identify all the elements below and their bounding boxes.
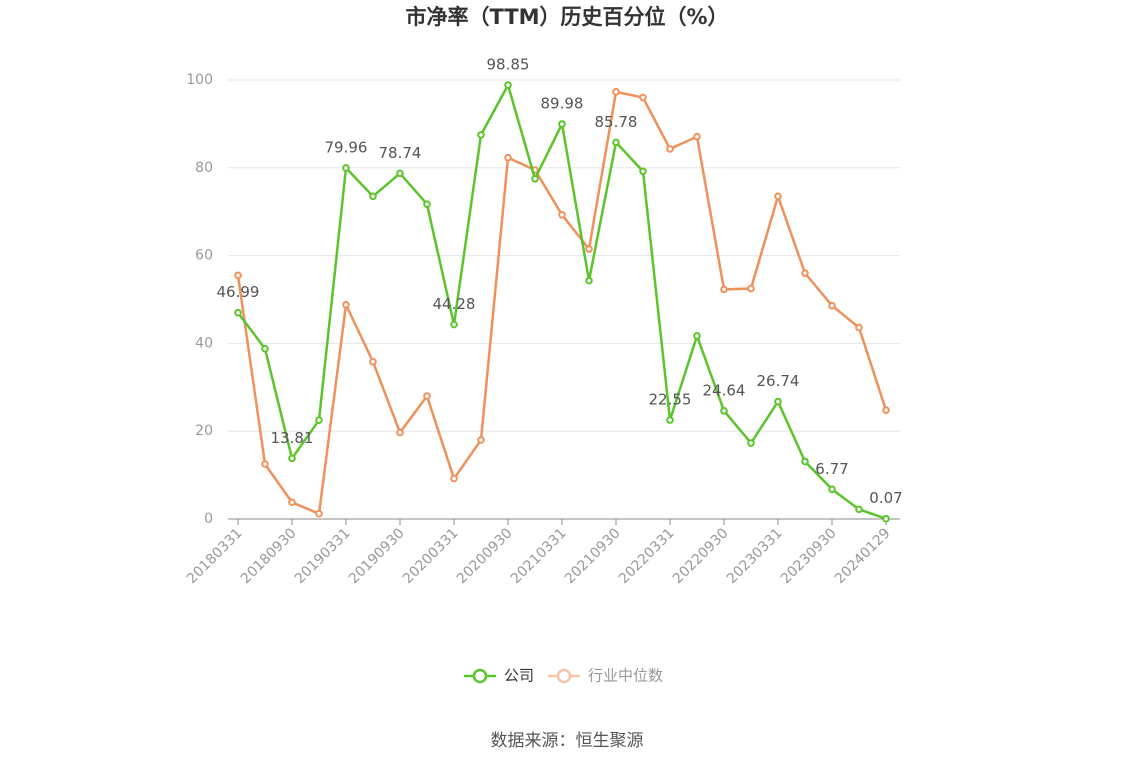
point — [882, 514, 890, 523]
point — [288, 454, 296, 463]
x-tick-label: 20210331 — [508, 525, 570, 587]
legend-marker — [556, 668, 572, 684]
x-tick-label: 20220331 — [616, 525, 678, 587]
point — [693, 332, 701, 340]
point — [666, 416, 674, 424]
y-tick-label: 60 — [195, 248, 213, 264]
point — [882, 406, 890, 414]
point — [558, 210, 566, 219]
data-label: 26.74 — [757, 372, 800, 390]
point — [342, 164, 350, 172]
point — [855, 323, 863, 332]
point — [612, 88, 620, 96]
point — [666, 145, 674, 153]
point — [396, 169, 404, 178]
point — [234, 308, 242, 317]
point — [531, 174, 539, 183]
x-tick-label: 20180331 — [184, 525, 246, 587]
y-tick-label: 40 — [195, 335, 213, 351]
point — [450, 474, 458, 483]
point — [720, 407, 728, 415]
chart-title: 市净率（TTM）历史百分位（%） — [405, 5, 728, 29]
point — [369, 192, 377, 201]
legend-marker — [472, 668, 488, 684]
point — [450, 320, 458, 329]
point — [855, 505, 863, 514]
point — [261, 460, 269, 468]
data-label: 44.28 — [433, 295, 476, 313]
point — [774, 397, 782, 406]
point — [720, 285, 728, 294]
x-tick-label: 20230930 — [778, 525, 840, 587]
point — [477, 131, 485, 139]
point — [639, 167, 647, 176]
data-label: 0.07 — [869, 489, 902, 507]
point — [801, 269, 809, 277]
point — [558, 120, 566, 128]
point — [504, 81, 512, 89]
y-tick-label: 80 — [195, 160, 213, 176]
point — [342, 300, 350, 309]
y-tick-label: 0 — [204, 511, 213, 527]
source: 数据来源：恒生聚源 — [491, 731, 644, 751]
point — [747, 439, 755, 447]
point — [585, 245, 593, 253]
x-tick-label: 20200930 — [454, 525, 516, 587]
x-tick-label: 20200331 — [400, 525, 462, 587]
point — [747, 284, 755, 293]
point — [801, 457, 809, 466]
point — [315, 416, 323, 425]
y-tick-label: 100 — [186, 72, 213, 88]
point — [423, 200, 431, 209]
x-tick-label: 20230331 — [724, 525, 786, 587]
legend-label: 公司 — [504, 667, 534, 685]
data-label: 85.78 — [595, 113, 638, 131]
data-label: 13.81 — [271, 429, 314, 447]
point — [423, 392, 431, 400]
point — [234, 271, 242, 280]
data-label: 22.55 — [649, 391, 692, 409]
data-label: 78.74 — [379, 144, 422, 162]
point — [477, 436, 485, 444]
point — [828, 485, 836, 494]
point — [396, 428, 404, 437]
point — [585, 276, 593, 285]
point — [693, 132, 701, 141]
point — [261, 344, 269, 353]
x-tick-label: 20240129 — [832, 525, 894, 587]
point — [369, 358, 377, 366]
data-label: 89.98 — [541, 94, 584, 112]
x-tick-label: 20180930 — [238, 525, 300, 587]
point — [315, 509, 323, 518]
point — [828, 301, 836, 310]
point — [774, 192, 782, 201]
y-tick-label: 20 — [195, 423, 213, 439]
x-tick-label: 20220930 — [670, 525, 732, 587]
x-tick-label: 20210930 — [562, 525, 624, 587]
data-label: 46.99 — [217, 283, 260, 301]
data-label: 79.96 — [325, 138, 368, 156]
x-tick-label: 20190331 — [292, 525, 354, 587]
point — [288, 498, 296, 507]
data-label: 98.85 — [487, 56, 530, 74]
point — [639, 93, 647, 102]
x-tick-label: 20190930 — [346, 525, 408, 587]
point — [612, 138, 620, 147]
data-label: 6.77 — [815, 460, 848, 478]
legend-label: 行业中位数 — [588, 667, 663, 685]
point — [504, 153, 512, 162]
data-label: 24.64 — [703, 381, 746, 399]
